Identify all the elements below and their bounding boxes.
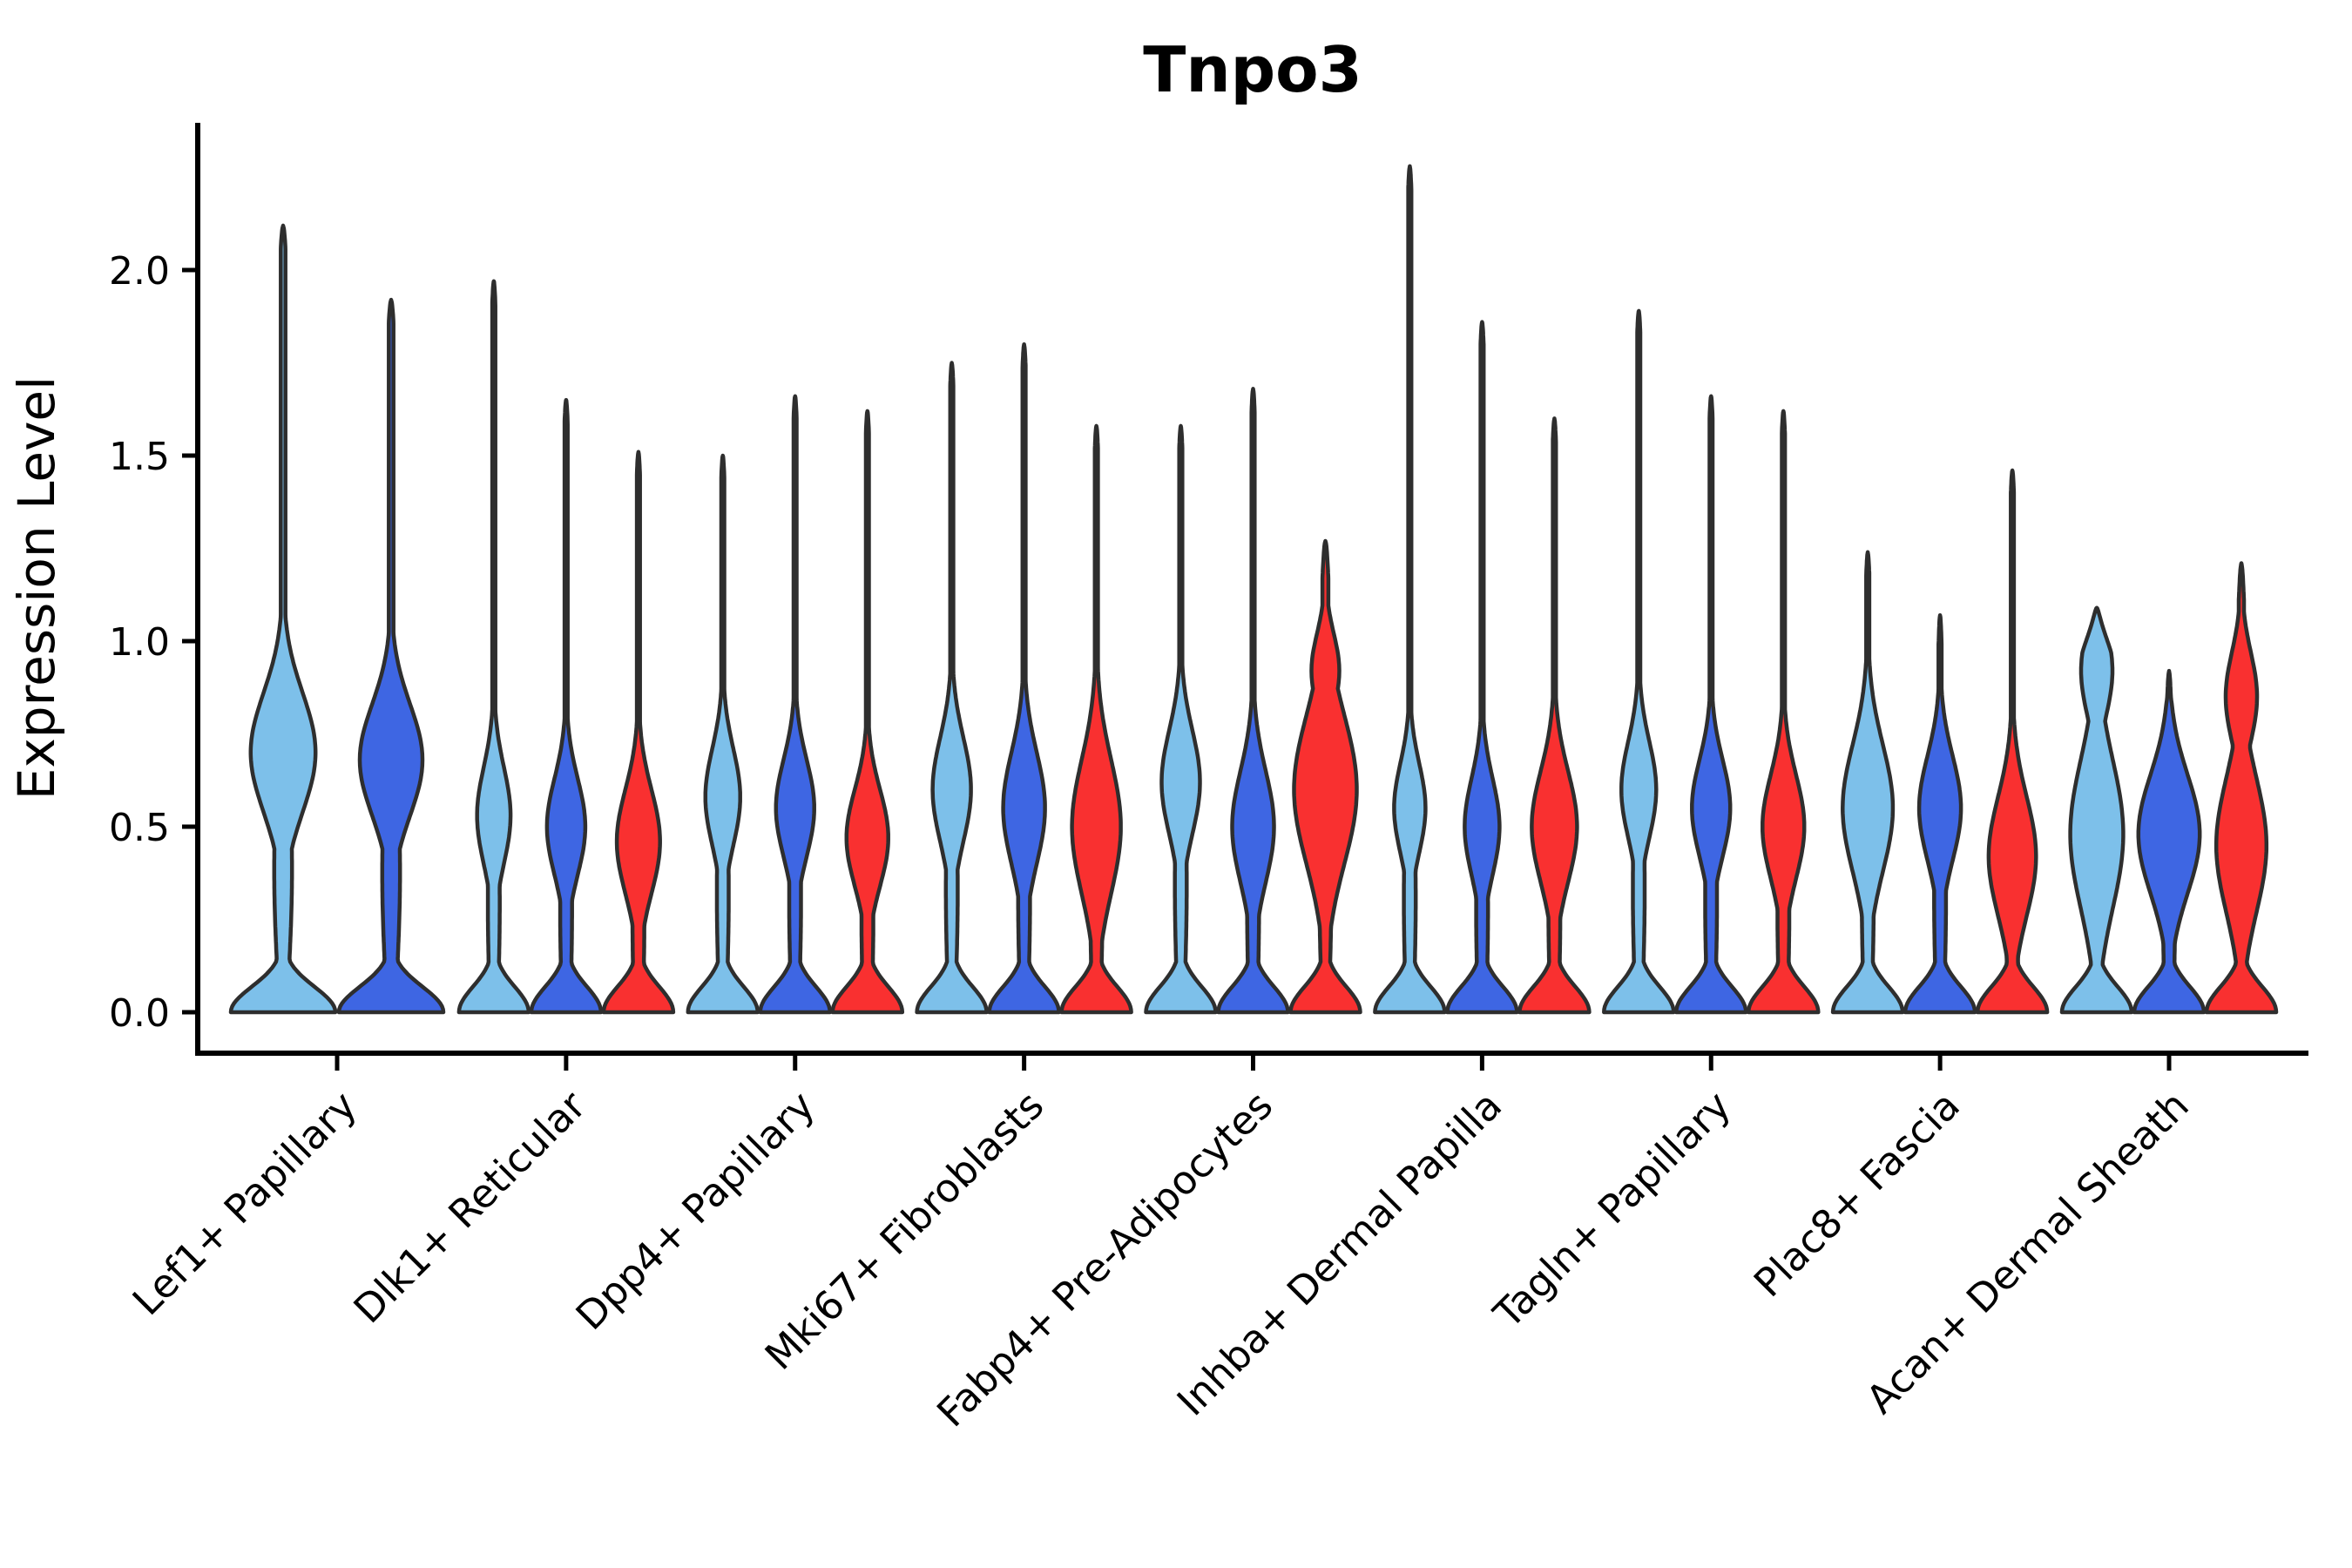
violin-dlk1-reticular-royal-blue <box>529 397 604 1015</box>
violin-lef1-papillary-royal-blue <box>336 297 446 1015</box>
violin-inhba-dermal-papilla-royal-blue <box>1445 320 1519 1015</box>
y-tick-label: 0.5 <box>109 806 170 850</box>
violin-plac8-fascia-light-blue <box>1830 550 1905 1015</box>
x-tick-label: Plac8+ Fascia <box>1745 1082 1969 1306</box>
violin-plac8-fascia-royal-blue <box>1903 612 1977 1015</box>
violin-mki67-fibroblasts-light-blue <box>915 361 989 1015</box>
violin-tagln-papillary-red <box>1747 409 1821 1015</box>
violin-dpp4-papillary-royal-blue <box>758 394 833 1015</box>
violin-acan-dermal-sheath-royal-blue <box>2132 668 2207 1015</box>
violin-tagln-papillary-light-blue <box>1602 308 1676 1015</box>
violins-layer <box>228 164 2279 1015</box>
violin-dlk1-reticular-light-blue <box>456 279 531 1015</box>
violin-dpp4-papillary-light-blue <box>686 453 760 1015</box>
violin-fabp4-pre-adipocytes-royal-blue <box>1216 387 1290 1015</box>
violin-inhba-dermal-papilla-red <box>1517 416 1592 1015</box>
violin-fabp4-pre-adipocytes-red <box>1288 538 1362 1015</box>
violin-tagln-papillary-royal-blue <box>1674 394 1748 1015</box>
y-tick-label: 2.0 <box>109 249 170 294</box>
y-tick-label: 1.5 <box>109 435 170 479</box>
x-tick-label: Dpp4+ Papillary <box>567 1082 824 1339</box>
violin-plac8-fascia-red <box>1975 468 2050 1015</box>
violin-lef1-papillary-light-blue <box>228 223 338 1015</box>
violin-fabp4-pre-adipocytes-light-blue <box>1144 423 1218 1015</box>
violin-inhba-dermal-papilla-light-blue <box>1373 164 1447 1015</box>
y-tick-label: 0.0 <box>109 991 170 1036</box>
violin-dpp4-papillary-red <box>830 409 905 1015</box>
violin-mki67-fibroblasts-red <box>1059 423 1133 1015</box>
chart-title: Tnpo3 <box>1143 33 1362 106</box>
violin-acan-dermal-sheath-red <box>2204 561 2279 1015</box>
violin-mki67-fibroblasts-royal-blue <box>987 341 1061 1015</box>
violin-acan-dermal-sheath-light-blue <box>2059 605 2134 1015</box>
y-axis-label: Expression Level <box>7 376 66 800</box>
x-tick-label: Lef1+ Papillary <box>124 1082 366 1324</box>
violin-dlk1-reticular-red <box>601 449 676 1015</box>
y-axis-ticks: 0.0 0.5 1.0 1.5 2.0 <box>109 249 198 1036</box>
x-tick-label: Tagln+ Papillary <box>1484 1082 1740 1337</box>
y-tick-label: 1.0 <box>109 620 170 665</box>
x-tick-label: Dlk1+ Reticular <box>345 1082 595 1332</box>
